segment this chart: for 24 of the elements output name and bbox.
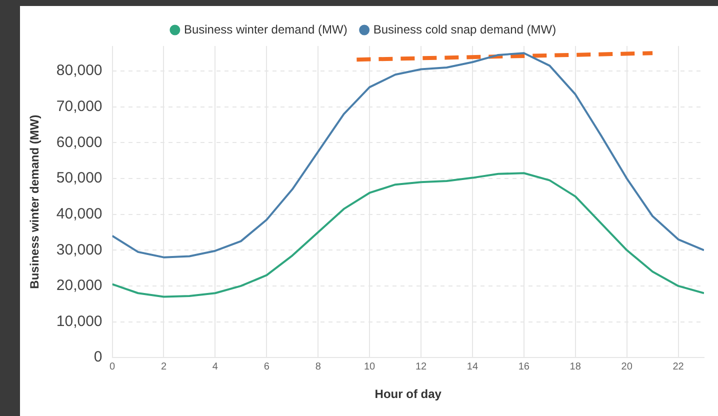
y-tick-label: 40,000 [56,205,102,222]
x-axis-title: Hour of day [374,387,442,402]
x-tick-label: 16 [518,361,530,372]
x-tick-label: 18 [570,361,582,372]
x-tick-label: 14 [466,361,478,372]
x-tick-label: 20 [621,361,633,372]
y-tick-label: 60,000 [56,134,102,151]
x-tick-label: 2 [160,361,167,372]
x-tick-label: 8 [315,361,322,372]
x-tick-label: 22 [672,361,684,372]
x-tick-label: 12 [415,361,427,372]
y-tick-label: 20,000 [56,277,102,294]
legend-label: Business winter demand (MW) [184,22,348,36]
y-axis-title: Business winter demand (MW) [28,114,42,289]
y-tick-label: 80,000 [56,62,102,80]
x-tick-label: 0 [110,361,116,372]
x-tick-label: 10 [364,361,376,372]
y-tick-label: 70,000 [56,98,102,116]
legend-label: Business cold snap demand (MW) [373,22,556,36]
y-tick-label: 50,000 [56,170,102,187]
x-tick-label: 6 [264,361,270,372]
x-tick-label: 4 [212,361,218,372]
y-tick-label: 10,000 [56,312,102,330]
y-tick-label: 30,000 [56,241,102,258]
